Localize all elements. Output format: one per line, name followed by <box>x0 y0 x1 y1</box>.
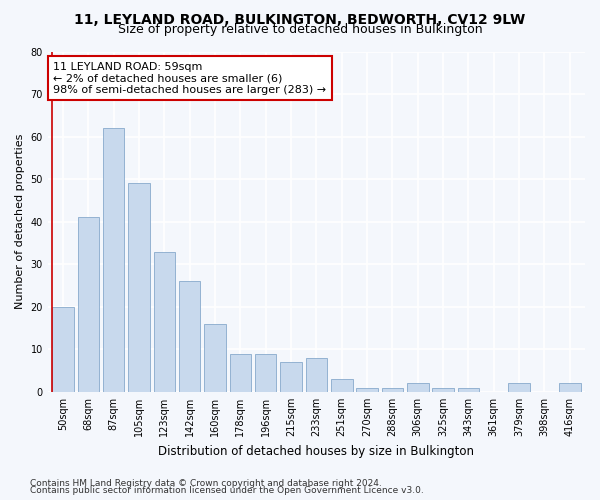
Bar <box>356 388 378 392</box>
Text: Size of property relative to detached houses in Bulkington: Size of property relative to detached ho… <box>118 22 482 36</box>
Bar <box>458 388 479 392</box>
Bar <box>433 388 454 392</box>
Bar <box>128 184 150 392</box>
Bar <box>407 384 428 392</box>
Text: Contains HM Land Registry data © Crown copyright and database right 2024.: Contains HM Land Registry data © Crown c… <box>30 478 382 488</box>
Text: Contains public sector information licensed under the Open Government Licence v3: Contains public sector information licen… <box>30 486 424 495</box>
X-axis label: Distribution of detached houses by size in Bulkington: Distribution of detached houses by size … <box>158 444 475 458</box>
Bar <box>255 354 277 392</box>
Bar <box>103 128 124 392</box>
Bar <box>77 218 99 392</box>
Bar <box>154 252 175 392</box>
Bar <box>204 324 226 392</box>
Bar <box>508 384 530 392</box>
Bar <box>305 358 327 392</box>
Bar <box>52 307 74 392</box>
Text: 11 LEYLAND ROAD: 59sqm
← 2% of detached houses are smaller (6)
98% of semi-detac: 11 LEYLAND ROAD: 59sqm ← 2% of detached … <box>53 62 326 95</box>
Bar <box>559 384 581 392</box>
Text: 11, LEYLAND ROAD, BULKINGTON, BEDWORTH, CV12 9LW: 11, LEYLAND ROAD, BULKINGTON, BEDWORTH, … <box>74 12 526 26</box>
Bar <box>179 282 200 392</box>
Bar <box>382 388 403 392</box>
Bar <box>331 379 353 392</box>
Bar <box>230 354 251 392</box>
Bar <box>280 362 302 392</box>
Y-axis label: Number of detached properties: Number of detached properties <box>15 134 25 310</box>
